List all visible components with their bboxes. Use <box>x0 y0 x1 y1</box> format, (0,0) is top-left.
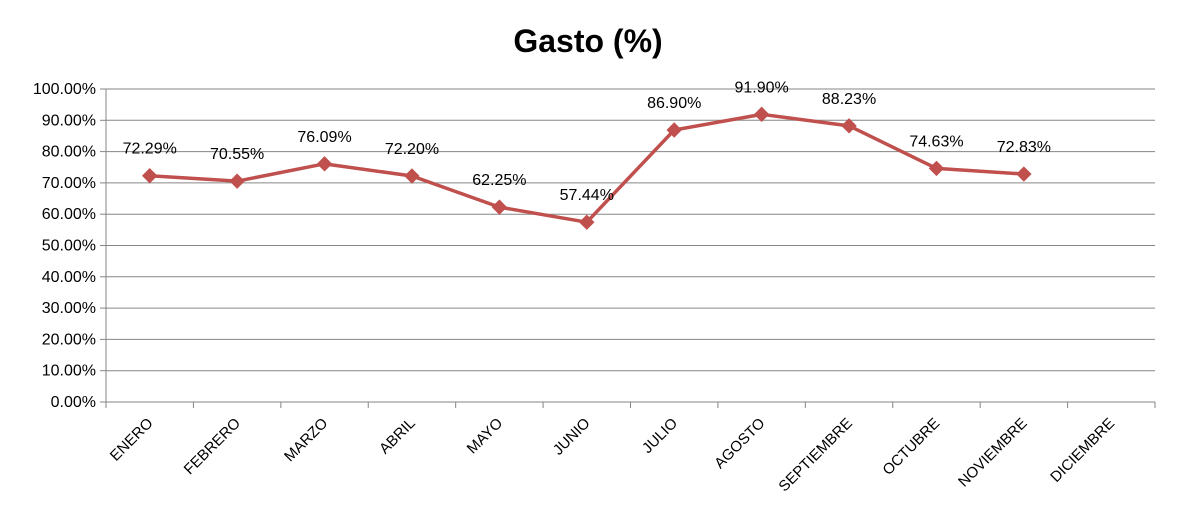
y-tick-label: 30.00% <box>42 300 96 317</box>
data-point-marker <box>841 118 857 134</box>
data-point-marker <box>229 173 245 189</box>
x-tick-label: AGOSTO <box>711 415 768 472</box>
x-axis-tick-labels: ENERO FEBRERO MARZO ABRIL MAYO JUNIO JULIO AGOS… <box>107 415 1118 495</box>
y-tick-label: 10.00% <box>42 363 96 380</box>
x-tick-label: MARZO <box>281 415 331 465</box>
y-tick-label: 60.00% <box>42 206 96 223</box>
axes <box>100 88 1156 408</box>
data-point-marker <box>928 160 945 177</box>
y-tick-label: 0.00% <box>51 394 96 411</box>
x-tick-label: JULIO <box>639 415 681 457</box>
y-axis-tick-labels: 0.00% 10.00% 20.00% 30.00% 40.00% 50.00% 60.00… <box>33 81 96 411</box>
x-tick-label: ENERO <box>107 415 157 465</box>
x-tick-label: NOVIEMBRE <box>955 415 1031 491</box>
x-tick-label: SEPTIEMBRE <box>775 415 855 495</box>
data-label: 62.25% <box>472 172 526 189</box>
data-label: 72.20% <box>385 141 439 158</box>
gridlines <box>106 88 1155 372</box>
data-label: 76.09% <box>297 129 351 146</box>
x-tick-label: OCTUBRE <box>879 415 943 479</box>
data-point-marker <box>666 122 682 138</box>
data-point-marker <box>491 199 508 215</box>
y-tick-label: 40.00% <box>42 269 96 286</box>
x-tick-label: ABRIL <box>376 415 419 458</box>
series-line <box>149 112 1024 224</box>
y-tick-label: 70.00% <box>42 175 96 192</box>
data-label: 86.90% <box>647 95 701 112</box>
chart-title: Gasto (%) <box>513 23 662 59</box>
data-label: 70.55% <box>210 146 264 163</box>
data-label: 91.90% <box>734 79 788 96</box>
data-label: 88.23% <box>822 91 876 108</box>
x-tick-label: MAYO <box>464 415 506 457</box>
data-point-marker <box>404 168 420 184</box>
data-label: 72.83% <box>997 139 1051 156</box>
data-point-marker <box>753 106 770 123</box>
data-label: 74.63% <box>909 133 963 150</box>
y-tick-label: 100.00% <box>33 81 96 98</box>
y-tick-label: 80.00% <box>42 144 96 161</box>
data-label: 72.29% <box>123 141 177 158</box>
data-point-marker <box>1016 166 1032 182</box>
x-tick-label: FEBRERO <box>181 415 244 478</box>
y-tick-label: 50.00% <box>42 238 96 255</box>
data-label: 57.44% <box>560 187 614 204</box>
x-tick-label: JUNIO <box>550 415 594 459</box>
data-point-marker <box>316 156 333 172</box>
y-tick-label: 90.00% <box>42 112 96 129</box>
data-labels: 72.29% 70.55% 76.09% 72.20% 62.25% 57.44% 86.9… <box>123 79 1051 204</box>
data-point-marker <box>142 168 158 184</box>
data-point-marker <box>579 214 595 230</box>
x-tick-label: DICIEMBRE <box>1047 415 1118 486</box>
y-tick-label: 20.00% <box>42 331 96 348</box>
series-gasto <box>142 106 1032 230</box>
